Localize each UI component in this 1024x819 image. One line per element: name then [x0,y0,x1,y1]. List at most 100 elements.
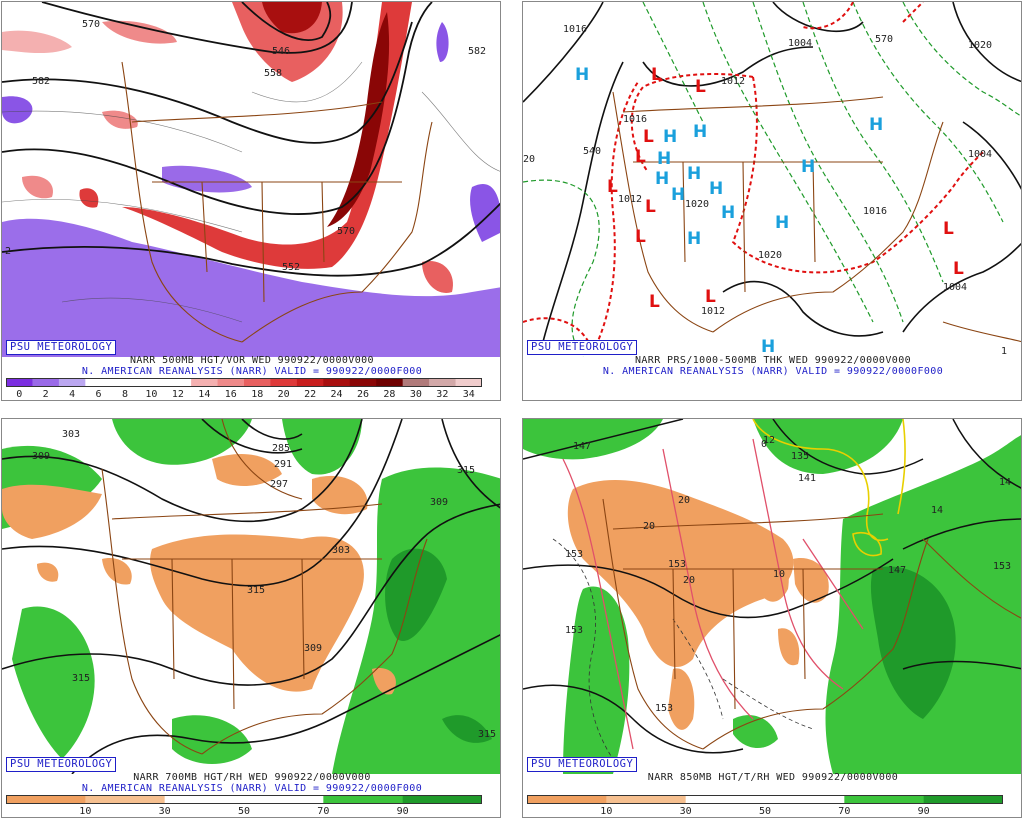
colorbar-swatch [6,795,86,804]
colorbar-tick-label: 30 [409,389,422,400]
colorbar-swatch [455,378,482,387]
high-pressure-symbol: H [655,169,669,189]
colorbar-swatch [164,378,192,387]
colorbar [6,795,482,804]
panel-valid-time: N. AMERICAN REANALYSIS (NARR) VALID = 99… [81,366,423,377]
contour-label: 570 [337,226,355,237]
colorbar-swatch [323,795,404,804]
colorbar-tick-label: 24 [330,389,343,400]
low-pressure-symbol: L [607,177,618,197]
high-pressure-symbol: H [693,122,707,142]
colorbar-swatch [244,795,324,804]
contour-label: 10 [773,569,785,580]
contour-labels: 1016 1004 1012 1020 1012 1020 1004 1004 … [523,24,1007,357]
colorbar-swatch [402,378,430,387]
panel-title: NARR 850MB HGT/T/RH WED 990922/0000V000 [647,772,899,783]
contour-label: 309 [32,451,50,462]
colorbar-ticks: 10 30 50 70 90 [527,806,1003,817]
contour-label: 546 [272,46,290,57]
colorbar-swatch [85,378,113,387]
vort-negative-area [436,22,449,62]
contour-label: 14 [931,505,943,516]
contour-label: 153 [565,625,583,636]
colorbar-swatch [349,378,377,387]
panel-title: NARR 500MB HGT/VOR WED 990922/0000V000 [130,355,374,366]
dry-area [312,475,368,515]
low-pressure-symbol: L [635,147,646,167]
colorbar-tick-label: 10 [79,806,92,817]
contour-label: 147 [888,565,906,576]
colorbar-swatch [402,795,482,804]
contour-label: 315 [457,465,475,476]
humid-area [523,419,663,460]
colorbar-tick-label: 50 [758,806,772,817]
colorbar-swatch [191,378,219,387]
contour-label: 135 [791,451,809,462]
colorbar-tick-label: 90 [917,806,930,817]
colorbar-tick-label: 30 [158,806,171,817]
contour-label: 558 [264,68,282,79]
dry-area [778,628,800,666]
high-pressure-symbol: H [761,337,775,357]
contour-label: 1016 [863,206,887,217]
colorbar-swatch [376,378,404,387]
high-pressure-symbol: H [869,115,883,135]
colorbar-swatch [111,378,139,387]
low-pressure-symbol: L [649,292,660,312]
colorbar-tick-label: 8 [121,389,129,400]
panel-title: NARR 700MB HGT/RH WED 990922/0000V000 [133,772,371,783]
psu-meteorology-label: PSU METEOROLOGY [527,757,638,772]
contour-label: 1004 [968,149,992,160]
humid-area [282,419,362,475]
dry-area [753,546,789,602]
colorbar-swatch [429,378,457,387]
colorbar-swatch [6,378,33,387]
contour-label: 14 [999,477,1011,488]
colorbar-swatch [685,795,766,804]
humid-area [733,715,778,749]
contour-label: 570 [875,34,893,45]
contour-label: 1016 [563,24,587,35]
colorbar-swatch [32,378,60,387]
high-pressure-symbol: H [663,127,677,147]
colorbar-tick-label: 32 [436,389,449,400]
low-pressure-symbol: L [943,219,954,239]
panel-sea-level-pressure-thickness: 1016 1004 1012 1020 1012 1020 1004 1004 … [522,1,1022,401]
contour-label: 315 [72,673,90,684]
map-850mb: 147 135 141 153 153 153 147 153 153 14 1… [523,419,1021,774]
high-pressure-symbol: H [657,149,671,169]
contour-label: 291 [274,459,292,470]
colorbar-swatch [138,378,166,387]
dry-area [372,668,396,695]
low-pressure-symbol: L [695,77,706,97]
colorbar-tick-label: 10 [600,806,613,817]
vort-positive-area [22,175,53,199]
low-pressure-symbol: L [953,259,964,279]
contour-label: 0 [761,439,767,450]
contour-label: 315 [247,585,265,596]
contour-label: 570 [82,19,100,30]
contour-label: 582 [32,76,50,87]
vort-positive-area [79,188,99,208]
contour-label: 1012 [721,76,745,87]
low-pressure-symbol: L [643,127,654,147]
dry-area [150,534,364,692]
contour-label: 1012 [618,194,642,205]
vort-negative-area [2,218,500,357]
contour-label: 303 [332,545,350,556]
map-500mb: 570 546 558 582 570 552 582 2 [2,2,500,357]
contour-label: 540 [583,146,601,157]
humid-area [112,419,252,465]
panel-valid-time: N. AMERICAN REANALYSIS (NARR) VALID = 99… [81,783,423,794]
low-pressure-symbol: L [651,65,662,85]
humid-area [753,419,903,474]
vort-positive-area [2,30,72,54]
panel-500mb-vorticity: 570 546 558 582 570 552 582 2 PSU METEOR… [1,1,501,401]
contour-label: 20 [523,154,535,165]
contour-labels: 303 309 297 291 285 315 309 303 315 309 … [32,429,496,740]
panel-700mb-humidity: 303 309 297 291 285 315 309 303 315 309 … [1,418,501,818]
colorbar-tick-label: 0 [16,389,23,400]
colorbar-tick-label: 28 [383,389,396,400]
psu-meteorology-label: PSU METEOROLOGY [6,757,117,772]
dry-area [37,562,59,582]
